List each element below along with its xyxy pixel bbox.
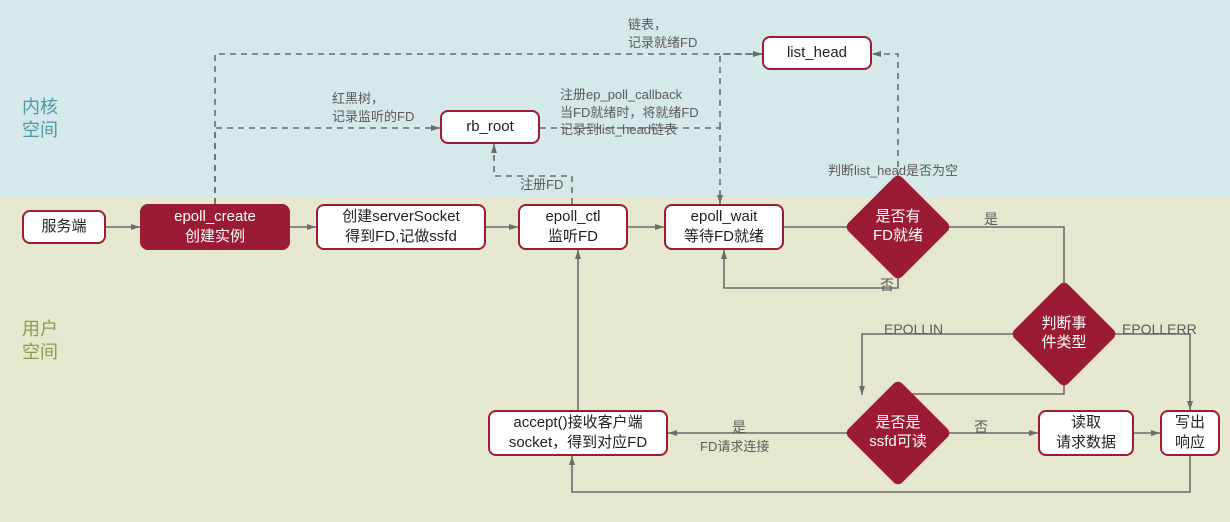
- node-epwait: epoll_wait 等待FD就绪: [664, 204, 784, 250]
- diamond-evtype: 判断事 件类型: [1026, 296, 1102, 372]
- node-writeres: 写出 响应: [1160, 410, 1220, 456]
- node-epcreate: epoll_create 创建实例: [140, 204, 290, 250]
- annot-regfd: 注册FD: [520, 176, 563, 194]
- annot-checkempty: 判断list_head是否为空: [828, 162, 958, 180]
- node-readreq: 读取 请求数据: [1038, 410, 1134, 456]
- node-server: 服务端: [22, 210, 106, 244]
- annot-listlink: 链表， 记录就绪FD: [628, 16, 697, 51]
- node-accept: accept()接收客户端 socket，得到对应FD: [488, 410, 668, 456]
- diamond-label-isssfd: 是否是 ssfd可读: [860, 395, 936, 471]
- annot-fdreq: FD请求连接: [700, 438, 769, 456]
- edge-label-hasfd_yes: 是: [984, 210, 998, 229]
- edge-label-ev_left: EPOLLIN: [884, 320, 943, 339]
- node-listhead: list_head: [762, 36, 872, 70]
- node-epctl: epoll_ctl 监听FD: [518, 204, 628, 250]
- diamond-isssfd: 是否是 ssfd可读: [860, 395, 936, 471]
- node-ssocket: 创建serverSocket 得到FD,记做ssfd: [316, 204, 486, 250]
- annot-epcb: 注册ep_poll_callback 当FD就绪时，将就绪FD 记录到list_…: [560, 86, 699, 139]
- annot-rbtree: 红黑树， 记录监听的FD: [332, 90, 414, 125]
- edge-label-hasfd_no: 否: [880, 276, 894, 295]
- diagram-canvas: 内核 空间用户 空间服务端epoll_create 创建实例创建serverSo…: [0, 0, 1230, 522]
- edge-label-ssfd_yes: 是: [732, 418, 746, 437]
- edge-label-ssfd_no: 否: [974, 418, 988, 437]
- diamond-label-hasfd: 是否有 FD就绪: [860, 189, 936, 265]
- edge-label-ev_right: EPOLLERR: [1122, 320, 1197, 339]
- node-rbroot: rb_root: [440, 110, 540, 144]
- diamond-hasfd: 是否有 FD就绪: [860, 189, 936, 265]
- diamond-label-evtype: 判断事 件类型: [1026, 296, 1102, 372]
